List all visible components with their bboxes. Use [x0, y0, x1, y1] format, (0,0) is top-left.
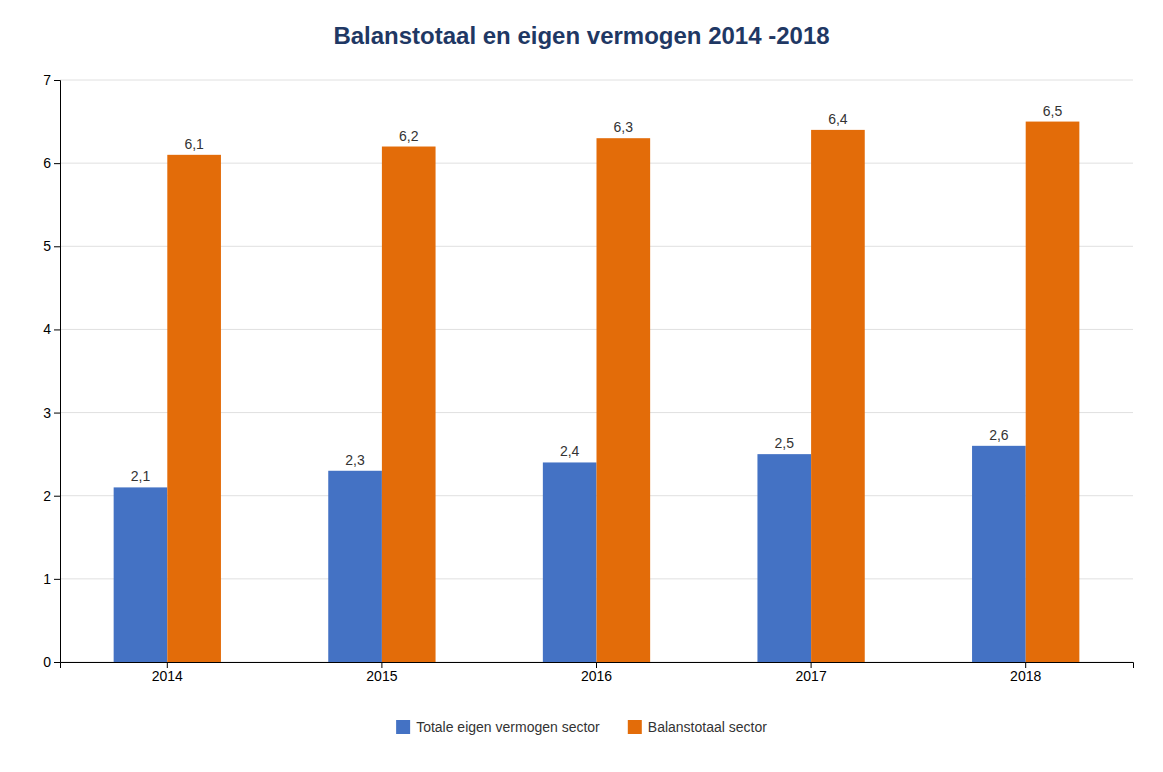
x-tick: 2018 [1010, 662, 1041, 684]
legend-label: Balanstotaal sector [648, 719, 767, 735]
x-tick-label: 2015 [366, 668, 397, 684]
x-axis: 2014 2015 2016 2017 2018 [61, 662, 1134, 684]
chart: 0 1 2 3 4 5 6 7 2014 2015 2016 2017 2018 2,1 2,3 2,4 2,5… [0, 0, 1163, 772]
x-tick-label: 2014 [152, 668, 183, 684]
grid-line [60, 80, 1133, 81]
data-label: 2,6 [989, 427, 1009, 443]
y-tick-label: 5 [43, 238, 51, 254]
x-tick-label: 2017 [796, 668, 827, 684]
data-label: 2,3 [345, 452, 365, 468]
y-tick: 6 [43, 155, 60, 171]
x-tick: 2014 [152, 662, 183, 684]
legend-swatch [628, 720, 642, 734]
y-tick-mark [54, 662, 60, 663]
y-tick-label: 2 [43, 488, 51, 504]
x-tick: 2016 [581, 662, 612, 684]
background [0, 0, 1163, 772]
bar [757, 454, 811, 662]
data-label: 2,5 [775, 435, 795, 451]
y-tick-label: 0 [43, 654, 51, 670]
bar [597, 138, 651, 662]
y-tick: 5 [43, 238, 60, 254]
y-tick: 3 [43, 405, 60, 421]
legend-item: Balanstotaal sector [628, 719, 767, 735]
y-tick: 0 [43, 654, 60, 670]
bar [382, 147, 436, 662]
grid [60, 80, 1133, 662]
data-label: 2,4 [560, 443, 580, 459]
data-label: 6,5 [1043, 103, 1063, 119]
x-tick-label: 2018 [1010, 668, 1041, 684]
data-label: 6,4 [828, 111, 848, 127]
legend-swatch [396, 720, 410, 734]
y-tick: 1 [43, 571, 60, 587]
y-tick-label: 1 [43, 571, 51, 587]
plot-area: 0 1 2 3 4 5 6 7 2014 2015 2016 2017 2018 2,1 2,3 2,4 2,5… [43, 72, 1133, 684]
bar [114, 487, 168, 662]
bar [1026, 122, 1080, 662]
y-tick-mark [54, 496, 60, 497]
bar [328, 471, 382, 662]
y-tick-label: 3 [43, 405, 51, 421]
legend-label: Totale eigen vermogen sector [416, 719, 600, 735]
x-tick: 2017 [796, 662, 827, 684]
data-label: 6,1 [184, 136, 204, 152]
data-label: 2,1 [131, 468, 151, 484]
x-tick-label: 2016 [581, 668, 612, 684]
y-tick-mark [54, 246, 60, 247]
y-tick-mark [54, 413, 60, 414]
y-tick-label: 4 [43, 321, 51, 337]
data-labels: 2,1 2,3 2,4 2,5 2,6 6,1 6,2 6,3 6,4 6,5 [131, 103, 1063, 485]
bars [114, 122, 1080, 662]
legend: Totale eigen vermogen sector Balanstotaal… [396, 719, 767, 735]
y-tick-mark [54, 80, 60, 81]
bar [811, 130, 865, 662]
data-label: 6,3 [614, 119, 634, 135]
axis-line [54, 81, 61, 663]
y-tick: 2 [43, 488, 60, 504]
bar [167, 155, 221, 662]
bar [543, 462, 597, 662]
y-tick: 7 [43, 72, 60, 88]
y-tick: 4 [43, 321, 60, 337]
y-tick-label: 7 [43, 72, 51, 88]
y-tick-mark [54, 579, 60, 580]
data-label: 6,2 [399, 128, 419, 144]
y-tick-mark [54, 329, 60, 330]
legend-item: Totale eigen vermogen sector [396, 719, 600, 735]
x-tick: 2015 [366, 662, 397, 684]
bar [972, 446, 1026, 662]
y-tick-mark [54, 163, 60, 164]
y-axis: 0 1 2 3 4 5 6 7 [43, 72, 60, 670]
y-tick-label: 6 [43, 155, 51, 171]
title: Balanstotaal en eigen vermogen 2014 -201… [333, 22, 829, 49]
